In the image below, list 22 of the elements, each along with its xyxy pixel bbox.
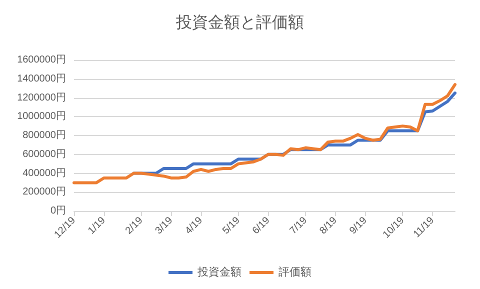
line-series (72, 83, 456, 184)
y-tick-label: 200000円 (22, 186, 66, 198)
y-tick-label: 1600000円 (17, 54, 66, 66)
x-tick-label: 1/19 (86, 214, 108, 237)
x-tick-label: 7/19 (288, 214, 310, 237)
x-tick-label: 6/19 (250, 214, 272, 237)
y-tick-label: 1200000円 (17, 92, 66, 104)
y-tick-label: 400000円 (22, 168, 66, 179)
x-tick-label: 9/19 (348, 214, 370, 237)
y-tick-label: 0円 (50, 206, 66, 216)
x-tick-label: 5/19 (220, 214, 243, 237)
x-tick-label: 3/19 (153, 214, 176, 237)
x-tick-label: 2/19 (124, 214, 146, 237)
legend-label: 評価額 (278, 266, 312, 278)
y-tick-label: 1400000円 (17, 73, 66, 84)
y-tick-label: 1000000円 (17, 111, 66, 122)
y-tick-label: 600000円 (22, 148, 66, 160)
x-tick-label: 4/19 (183, 214, 206, 237)
x-tick-label: 8/19 (318, 214, 340, 237)
chart-title: 投資金額と評価額 (175, 14, 304, 32)
y-tick-label: 800000円 (22, 130, 66, 141)
legend-label: 投資金額 (196, 266, 242, 278)
